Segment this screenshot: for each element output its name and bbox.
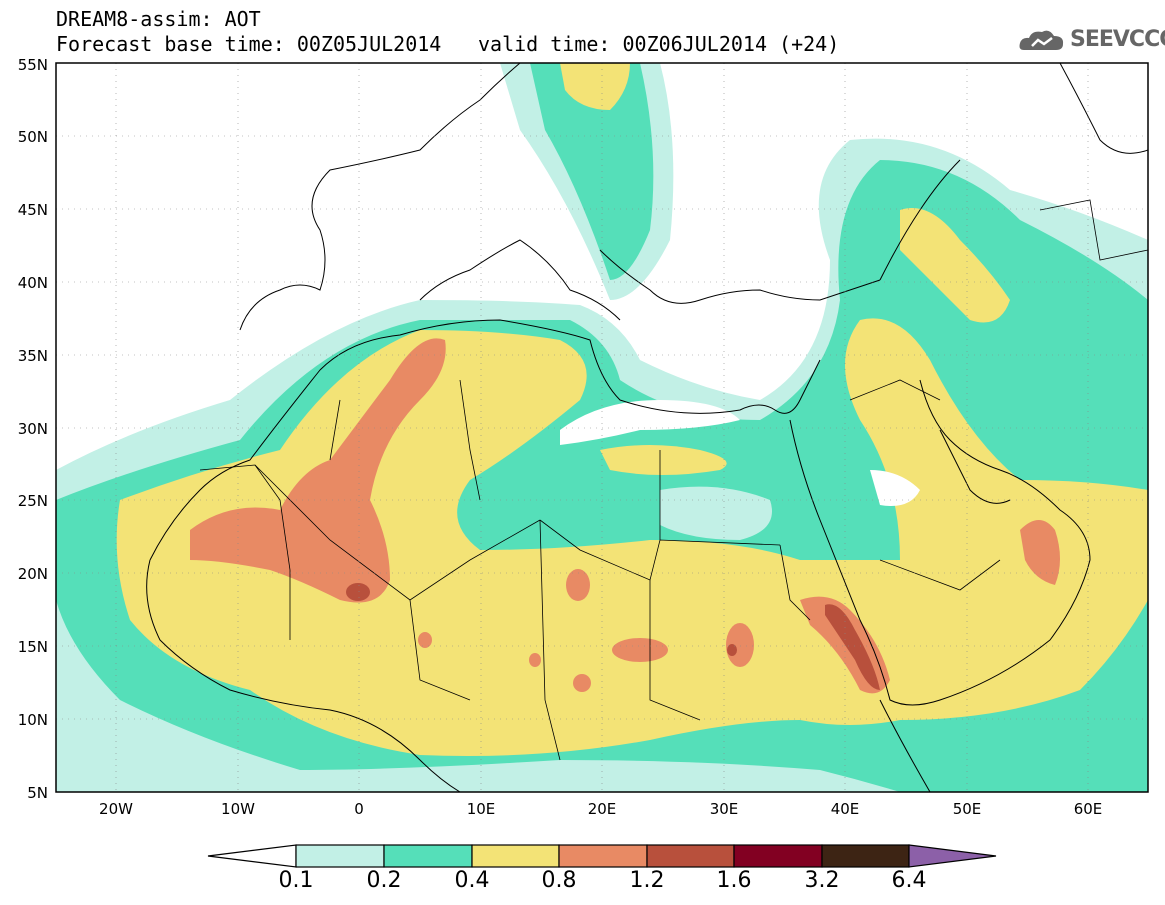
aot-band-0.2-north <box>530 63 654 280</box>
lon-label: 10W <box>221 800 255 818</box>
lat-label: 25N <box>17 492 48 510</box>
lat-label: 30N <box>17 420 48 438</box>
lat-label: 20N <box>17 565 48 583</box>
colorbar-label: 3.2 <box>804 868 840 893</box>
aot-band-0.8-spot4 <box>573 674 591 692</box>
valid-time: valid time: 00Z06JUL2014 (+24) <box>478 32 840 56</box>
aot-clear-area-3 <box>870 470 920 506</box>
colorbar-label: 1.2 <box>629 868 665 893</box>
aot-clear-area <box>560 400 740 445</box>
aot-band-0.8-spot5 <box>418 632 432 648</box>
lat-label: 45N <box>17 201 48 219</box>
aot-band-0.8-spot2 <box>612 638 668 662</box>
colorbar-label: 0.8 <box>541 868 577 893</box>
colorbar-label: 0.2 <box>366 868 402 893</box>
aot-band-0.4-east <box>900 208 1010 323</box>
lon-label: 30E <box>709 800 739 818</box>
cloud-logo-icon <box>1019 30 1064 50</box>
colorbar-label: 0.1 <box>278 868 314 893</box>
colorbar-label: 1.6 <box>716 868 752 893</box>
lat-label: 35N <box>17 347 48 365</box>
colorbar <box>207 844 997 868</box>
aot-clear-area-2 <box>660 486 772 540</box>
forecast-base-time: Forecast base time: 00Z05JUL2014 <box>56 32 442 56</box>
aot-band-0.8-spot3 <box>726 623 754 667</box>
lat-label: 10N <box>17 711 48 729</box>
aot-band-1.2-mali <box>346 583 370 601</box>
lon-label: 40E <box>830 800 860 818</box>
lon-label: 10E <box>466 800 496 818</box>
aot-band-0.8-oman <box>1020 520 1060 585</box>
lon-label: 20W <box>99 800 133 818</box>
lon-label: 0 <box>354 800 364 818</box>
lat-label: 55N <box>17 56 48 74</box>
borders <box>199 199 1148 761</box>
aot-band-0.8 <box>190 338 446 603</box>
lon-label: 20E <box>587 800 617 818</box>
lon-label: 60E <box>1073 800 1103 818</box>
aot-band-0.4-central <box>600 445 727 475</box>
aot-band-0.8-spot6 <box>529 653 541 667</box>
lat-label: 15N <box>17 638 48 656</box>
aot-band-1.2-red-sea <box>825 604 880 690</box>
aot-band-0.8-spot1 <box>566 569 590 601</box>
map-title: DREAM8-assim: AOT <box>56 7 261 31</box>
lat-label: 5N <box>27 784 48 802</box>
aot-band-0.4-north <box>560 63 630 110</box>
grid-lines <box>56 63 1148 792</box>
colorbar-label: 0.4 <box>454 868 490 893</box>
aot-band-1.2-spot <box>727 644 737 656</box>
map-frame <box>55 62 1149 793</box>
coastlines <box>146 63 1148 792</box>
lon-label: 50E <box>952 800 982 818</box>
colorbar-label: 6.4 <box>891 868 927 893</box>
logo-text: SEEVCCC <box>1070 27 1165 52</box>
lat-label: 40N <box>17 274 48 292</box>
lat-label: 50N <box>17 128 48 146</box>
